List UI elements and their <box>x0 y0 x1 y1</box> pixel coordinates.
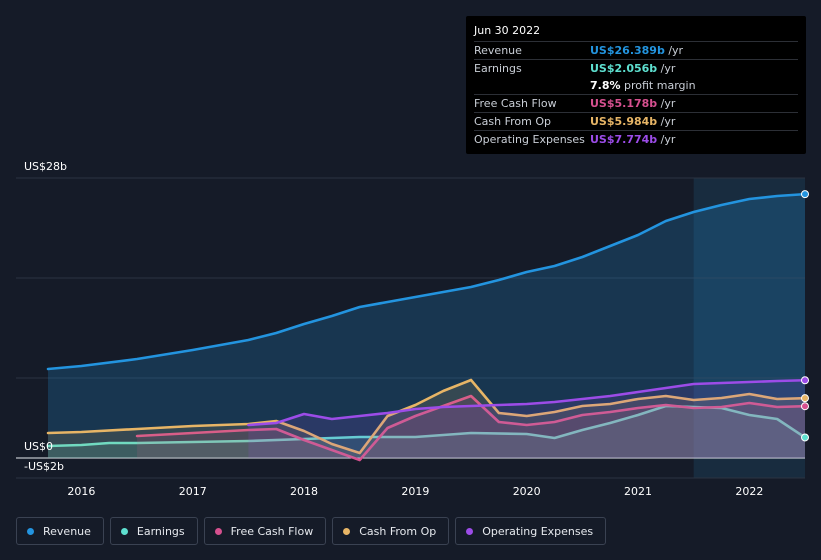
legend-dot-icon <box>214 527 222 535</box>
legend-dot-icon <box>120 527 128 535</box>
legend-item-free-cash-flow[interactable]: Free Cash Flow <box>203 517 327 545</box>
legend-item-revenue[interactable]: Revenue <box>16 517 104 545</box>
tooltip-row: Cash From Op US$5.984b /yr <box>474 113 798 131</box>
y-axis-zero-label: US$0 <box>24 440 54 453</box>
series-area-free-cash-flow <box>137 396 805 460</box>
x-tick-label: 2019 <box>401 485 429 498</box>
tooltip-row: Revenue US$26.389b /yr <box>474 42 798 60</box>
tooltip-row-label: Cash From Op <box>474 115 552 128</box>
tooltip-row-label: Revenue <box>474 44 522 57</box>
series-area-earnings <box>48 406 805 458</box>
series-area-operating-expenses <box>248 380 806 458</box>
tooltip-row: Earnings US$2.056b /yr <box>474 60 798 77</box>
tooltip-panel: Jun 30 2022 Revenue US$26.389b /yr Earning… <box>466 16 806 154</box>
tooltip-row-value: US$7.774b /yr <box>590 133 676 146</box>
legend-dot-icon <box>343 527 351 535</box>
legend-dot-icon <box>27 527 34 535</box>
endpoint-marker <box>801 376 809 385</box>
legend-label: Revenue <box>43 524 91 538</box>
endpoint-marker <box>801 433 809 442</box>
series-line-operating-expenses <box>247 378 807 427</box>
tooltip-row: Operating Expenses US$7.774b /yr <box>474 131 798 148</box>
x-tick-label: 2016 <box>67 485 95 498</box>
x-tick-label: 2017 <box>179 485 207 498</box>
tooltip-date: Jun 30 2022 <box>474 23 798 42</box>
legend-dot-icon <box>466 527 474 535</box>
tooltip-row: 7.8% profit margin <box>474 77 798 95</box>
x-tick-label: 2021 <box>624 485 652 498</box>
tooltip-row-value: US$2.056b /yr <box>590 62 676 75</box>
legend: Revenue Earnings Free Cash Flow Cash From O… <box>16 517 612 545</box>
legend-label: Operating Expenses <box>482 524 594 538</box>
endpoint-marker <box>801 402 809 411</box>
tooltip-row-value: US$5.984b /yr <box>590 115 676 128</box>
tooltip-row-label: Earnings <box>474 62 522 75</box>
legend-item-cash-from-op[interactable]: Cash From Op <box>332 517 450 545</box>
legend-label: Free Cash Flow <box>230 524 314 538</box>
tooltip-row-label <box>474 77 590 94</box>
legend-item-operating-expenses[interactable]: Operating Expenses <box>455 517 607 545</box>
chart-canvas: 2016 2017 2018 2019 2020 2021 2022 <box>16 177 809 498</box>
legend-item-earnings[interactable]: Earnings <box>109 517 198 545</box>
series-line-revenue <box>46 192 807 371</box>
endpoint-marker <box>801 394 809 403</box>
y-axis-bottom-label: -US$2b <box>24 460 64 473</box>
series-line-free-cash-flow <box>135 394 807 462</box>
tooltip-row-value: US$26.389b /yr <box>590 44 684 57</box>
tooltip-row-value: 7.8% profit margin <box>590 79 696 92</box>
x-tick-label: 2018 <box>290 485 318 498</box>
legend-label: Cash From Op <box>359 524 437 538</box>
series-area-cash-from-op <box>48 380 805 458</box>
x-tick-label: 2022 <box>735 485 763 498</box>
tooltip-row-label: Free Cash Flow <box>474 97 557 110</box>
y-axis-top-label: US$28b <box>24 160 68 173</box>
legend-label: Earnings <box>136 524 185 538</box>
endpoint-marker <box>801 190 809 199</box>
highlight-region <box>693 178 805 478</box>
tooltip-row-value: US$5.178b /yr <box>590 97 676 110</box>
tooltip-row: Free Cash Flow US$5.178b /yr <box>474 95 798 113</box>
series-area-revenue <box>48 194 805 459</box>
tooltip-row-label: Operating Expenses <box>474 133 585 146</box>
x-tick-label: 2020 <box>513 485 541 498</box>
